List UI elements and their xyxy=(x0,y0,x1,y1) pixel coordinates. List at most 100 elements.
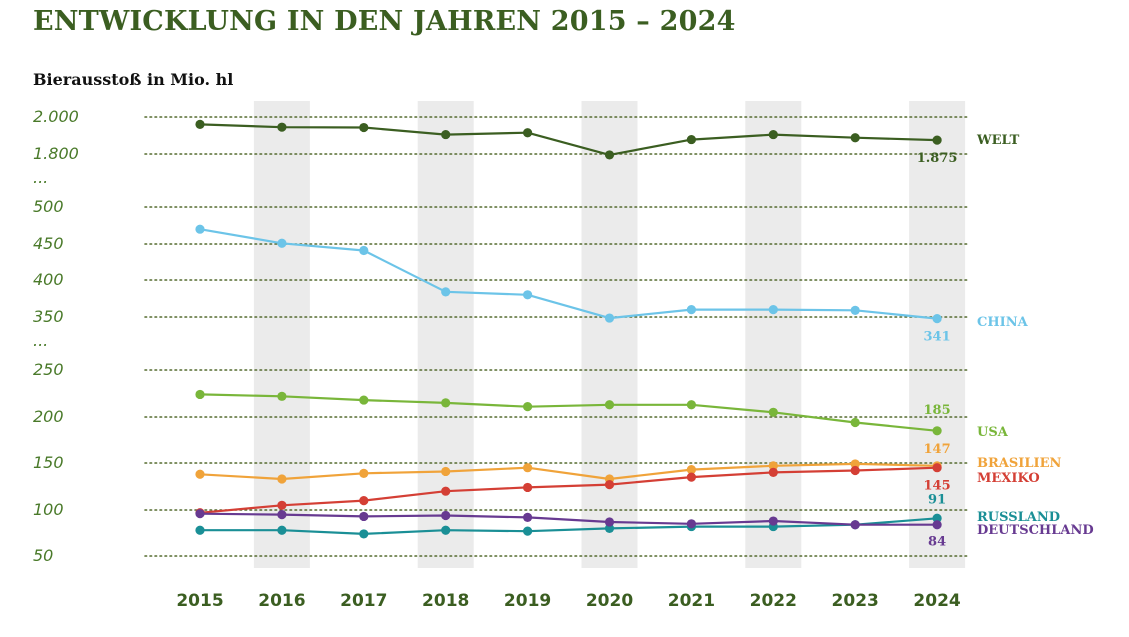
data-point-usa-2016 xyxy=(277,391,287,401)
x-axis-ticks: 2015 2016 2017 2018 2019 2020 2021 2022 2023 2024 xyxy=(176,591,961,611)
data-point-mexiko-2020 xyxy=(604,480,615,490)
end-value-label-brasilien: 147 xyxy=(924,442,951,457)
x-tick-label-2017: 2017 xyxy=(340,591,387,611)
data-point-brasilien-2021 xyxy=(686,464,697,475)
series-line-russland xyxy=(200,517,938,536)
data-point-china-2016 xyxy=(277,238,287,248)
data-point-deutschland-2017 xyxy=(359,511,369,522)
series-name-label-mexiko: MEXIKO xyxy=(977,471,1040,486)
series-name-label-china: CHINA xyxy=(977,315,1029,330)
y-tick-label-400: 400 xyxy=(33,270,64,289)
data-point-mexiko-2018 xyxy=(441,486,451,496)
x-tick-label-2020: 2020 xyxy=(586,591,633,611)
series-name-label-russland: RUSSLAND xyxy=(977,510,1060,525)
end-value-label-russland: 91 xyxy=(928,492,946,507)
series-line-deutschland xyxy=(199,512,938,526)
data-point-usa-2024 xyxy=(932,426,942,436)
data-point-welt-2022 xyxy=(768,129,778,140)
data-point-deutschland-2023 xyxy=(850,520,860,530)
y-tick-label-100: 100 xyxy=(33,500,64,519)
data-point-deutschland-2015 xyxy=(195,509,205,519)
data-point-china-2017 xyxy=(359,245,369,256)
y-axis-break: ... xyxy=(33,331,48,350)
data-point-china-2020 xyxy=(604,313,615,323)
series-line-usa xyxy=(199,393,938,432)
data-point-mexiko-2017 xyxy=(359,496,369,506)
series-name-label-welt: WELT xyxy=(976,133,1020,148)
data-point-welt-2023 xyxy=(850,133,860,143)
y-tick-label-250: 250 xyxy=(33,360,64,379)
data-point-russland-2020 xyxy=(604,523,615,534)
data-point-mexiko-2024 xyxy=(932,463,942,473)
data-point-welt-2019 xyxy=(523,128,533,138)
data-point-welt-2016 xyxy=(277,122,287,132)
data-point-china-2018 xyxy=(441,287,451,297)
data-point-usa-2021 xyxy=(686,400,697,410)
data-point-china-2023 xyxy=(850,305,860,315)
data-point-mexiko-2021 xyxy=(686,472,697,482)
y-axis-break: ... xyxy=(33,168,48,187)
year-band-2022 xyxy=(745,101,802,568)
series-name-label-brasilien: BRASILIEN xyxy=(977,456,1061,471)
data-point-brasilien-2019 xyxy=(523,463,533,473)
year-band-2018 xyxy=(417,101,474,568)
data-point-brasilien-2018 xyxy=(441,466,451,477)
data-point-mexiko-2019 xyxy=(523,482,533,493)
x-tick-label-2016: 2016 xyxy=(258,591,305,611)
data-point-deutschland-2022 xyxy=(768,516,778,526)
x-tick-label-2015: 2015 xyxy=(176,591,223,611)
series-line-brasilien xyxy=(199,462,938,481)
series-deutschland xyxy=(195,509,942,530)
data-point-usa-2022 xyxy=(768,407,778,417)
series-usa xyxy=(195,389,942,436)
data-point-russland-2018 xyxy=(441,525,451,535)
data-point-mexiko-2016 xyxy=(277,500,287,510)
data-point-welt-2024 xyxy=(932,135,942,145)
x-tick-label-2018: 2018 xyxy=(422,591,469,611)
x-tick-label-2019: 2019 xyxy=(504,591,551,611)
year-band-2016 xyxy=(253,101,310,568)
data-point-welt-2018 xyxy=(441,129,451,140)
data-point-mexiko-2022 xyxy=(768,467,778,477)
data-point-russland-2017 xyxy=(359,529,369,539)
end-value-label-china: 341 xyxy=(924,330,951,345)
year-bands xyxy=(253,101,966,568)
data-point-china-2022 xyxy=(768,305,778,315)
data-point-welt-2017 xyxy=(359,122,369,133)
series-welt xyxy=(195,119,942,160)
data-point-usa-2017 xyxy=(359,395,369,405)
data-point-china-2021 xyxy=(686,305,697,315)
data-point-russland-2024 xyxy=(932,513,942,523)
data-point-china-2024 xyxy=(932,313,942,324)
y-tick-label-450: 450 xyxy=(33,234,64,253)
year-band-2020 xyxy=(581,101,638,568)
data-point-deutschland-2018 xyxy=(441,510,451,521)
data-point-china-2015 xyxy=(195,224,205,234)
y-tick-label-1800: 1.800 xyxy=(33,144,79,163)
series-name-label-deutschland: DEUTSCHLAND xyxy=(977,523,1094,538)
series-name-label-usa: USA xyxy=(977,425,1009,440)
data-point-usa-2019 xyxy=(523,402,533,412)
year-band-2024 xyxy=(909,101,966,568)
end-value-label-mexiko: 145 xyxy=(924,479,951,494)
y-tick-label-50: 50 xyxy=(33,546,53,565)
end-value-label-usa: 185 xyxy=(924,403,951,418)
y-tick-label-200: 200 xyxy=(33,407,64,426)
data-point-usa-2018 xyxy=(441,398,451,408)
x-tick-label-2024: 2024 xyxy=(913,591,960,611)
data-point-welt-2020 xyxy=(604,150,615,160)
data-point-brasilien-2023 xyxy=(850,459,860,469)
y-axis-ticks: 2.000 1.800... 500 450 400 350... 250 200 150 100… xyxy=(33,107,79,565)
data-point-usa-2023 xyxy=(850,417,860,428)
data-point-deutschland-2024 xyxy=(932,520,942,530)
data-point-china-2019 xyxy=(523,290,533,300)
data-point-welt-2015 xyxy=(195,119,205,129)
data-point-russland-2015 xyxy=(195,525,205,535)
data-point-mexiko-2023 xyxy=(850,465,860,476)
data-point-brasilien-2015 xyxy=(195,469,205,479)
data-point-deutschland-2019 xyxy=(523,512,533,522)
data-point-usa-2015 xyxy=(195,389,205,400)
y-tick-label-500: 500 xyxy=(33,197,64,216)
series-line-welt xyxy=(199,123,938,156)
